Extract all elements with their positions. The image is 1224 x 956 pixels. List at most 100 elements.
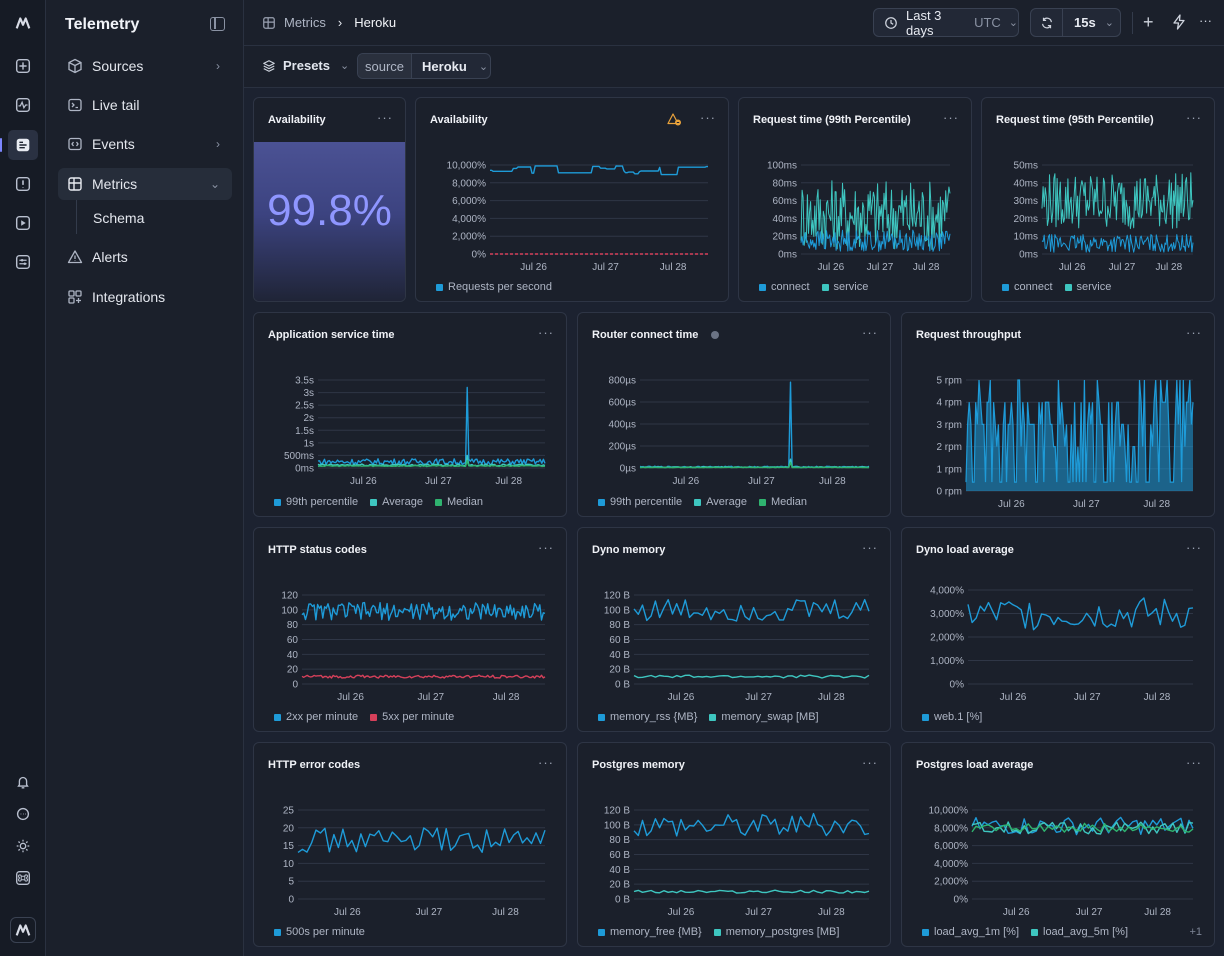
sidebar-item-alerts[interactable]: Alerts (58, 241, 232, 273)
legend-item[interactable]: memory_postgres [MB] (713, 926, 839, 938)
lightning-icon[interactable] (1172, 14, 1186, 30)
y-tick-label: 0 (292, 680, 298, 691)
sun-icon[interactable] (12, 835, 34, 857)
panel-menu-icon[interactable]: ··· (862, 755, 878, 770)
logo-icon[interactable] (12, 12, 34, 34)
legend-item[interactable]: Average (370, 496, 423, 508)
panel-menu-icon[interactable]: ··· (1186, 325, 1202, 340)
source-filter[interactable]: source Heroku ⌄ (357, 53, 491, 79)
legend-label: service (833, 281, 869, 293)
legend-swatch (598, 498, 605, 506)
series-line (297, 827, 546, 853)
refresh-control[interactable]: 15s ⌄ (1030, 8, 1121, 37)
x-tick-label: Jul 27 (416, 907, 443, 918)
activity-icon[interactable] (12, 94, 34, 116)
grid-icon (58, 176, 92, 192)
sidebar-item-live-tail[interactable]: Live tail (58, 89, 232, 121)
series-line (317, 386, 546, 466)
more-icon[interactable]: ··· (1199, 13, 1212, 28)
sidebar-item-schema[interactable]: Schema (84, 202, 232, 234)
legend-item[interactable]: connect (1002, 281, 1053, 293)
panel-menu-icon[interactable]: ··· (1186, 110, 1202, 125)
chart-p1: 0% 2,000% 4,000% 6,000% 8,000% 10,000% Jul 26 J… (447, 161, 708, 273)
bell-icon[interactable] (12, 771, 34, 793)
legend-item[interactable]: Average (694, 496, 747, 508)
legend-item[interactable]: connect (759, 281, 810, 293)
panel-menu-icon[interactable]: ··· (943, 110, 959, 125)
panel-menu-icon[interactable]: ··· (1186, 755, 1202, 770)
x-tick-label: Jul 28 (660, 262, 687, 273)
panel-menu-icon[interactable]: ··· (377, 110, 393, 125)
legend-item[interactable]: load_avg_5m [%] (1031, 926, 1128, 938)
sidebar-item-metrics[interactable]: Metrics ⌄ (58, 168, 232, 200)
y-tick-label: 0 (288, 895, 294, 906)
y-tick-label: 50ms (1014, 161, 1038, 172)
legend-more[interactable]: +1 (1189, 926, 1202, 938)
panel-p1: Availability ··· 0% 2,000% 4,000% 6,000% 8,000… (415, 97, 729, 302)
y-tick-label: 6,000% (452, 196, 486, 207)
breadcrumb-metrics[interactable]: Metrics (284, 15, 326, 30)
legend-item[interactable]: load_avg_1m [%] (922, 926, 1019, 938)
add-icon[interactable]: + (1143, 12, 1154, 32)
x-tick-label: Jul 26 (668, 907, 695, 918)
y-tick-label: 0 rpm (936, 487, 962, 498)
refresh-icon[interactable] (1031, 9, 1063, 36)
series-line (967, 597, 1194, 631)
legend-item[interactable]: 500s per minute (274, 926, 365, 938)
y-tick-label: 3 rpm (936, 420, 962, 431)
new-icon[interactable] (12, 55, 34, 77)
legend-item[interactable]: Median (434, 496, 483, 508)
collapse-sidebar-icon[interactable] (210, 17, 225, 31)
command-icon[interactable] (12, 867, 34, 889)
sidebar-item-sources[interactable]: Sources › (58, 50, 232, 82)
play-icon[interactable] (12, 212, 34, 234)
legend-label: Median (770, 496, 808, 508)
legend-item[interactable]: web.1 [%] (922, 711, 982, 723)
chart-p3: 0ms 10ms 20ms 30ms 40ms 50ms Jul 26 Jul 27 Jul 2… (1014, 161, 1194, 273)
logs-icon[interactable] (0, 130, 38, 160)
time-range-picker[interactable]: Last 3 days UTC ⌄ (873, 8, 1019, 38)
legend-label: web.1 [%] (934, 711, 983, 723)
panel-p6: Request throughput ··· 0 rpm 1 rpm 2 rpm 3 rp… (901, 312, 1215, 517)
legend-item[interactable]: 99th percentile (598, 496, 682, 508)
y-tick-label: 2 rpm (936, 442, 962, 453)
panel-menu-icon[interactable]: ··· (538, 325, 554, 340)
panel-menu-icon[interactable]: ··· (862, 325, 878, 340)
y-tick-label: 0ms (1019, 250, 1038, 261)
presets-dropdown[interactable]: Presets ⌄ (262, 58, 349, 73)
legend-swatch (436, 283, 443, 291)
y-tick-label: 20 (283, 823, 295, 834)
legend-item[interactable]: 5xx per minute (370, 711, 454, 723)
sidebar-item-events[interactable]: Events › (58, 128, 232, 160)
panel-menu-icon[interactable]: ··· (700, 110, 716, 125)
legend-item[interactable]: Median (758, 496, 808, 508)
icon-rail (0, 0, 46, 956)
panel-menu-icon[interactable]: ··· (862, 540, 878, 555)
legend-item[interactable]: memory_swap [MB] (709, 711, 819, 723)
x-tick-label: Jul 26 (1003, 907, 1030, 918)
series-line (301, 601, 546, 621)
refresh-interval[interactable]: 15s (1074, 15, 1096, 30)
legend-item[interactable]: 2xx per minute (274, 711, 358, 723)
chart-p4: 0ms 500ms 1s1.5s 2s2.5s 3s3.5s Jul 26 Jul 27 Ju… (284, 376, 546, 487)
clock-icon (884, 16, 898, 30)
legend-item[interactable]: memory_rss {MB} (598, 711, 697, 723)
chat-icon[interactable] (12, 803, 34, 825)
legend-item[interactable]: service (821, 281, 869, 293)
terminal-icon (58, 97, 92, 113)
panel-menu-icon[interactable]: ··· (538, 540, 554, 555)
x-tick-label: Jul 27 (1074, 692, 1101, 703)
sidebar-item-integrations[interactable]: Integrations (58, 281, 232, 313)
legend-item[interactable]: 99th percentile (274, 496, 358, 508)
avatar-icon[interactable] (10, 917, 36, 943)
legend-item[interactable]: Requests per second (436, 281, 552, 293)
settings-sliders-icon[interactable] (12, 251, 34, 273)
info-icon[interactable] (711, 331, 719, 339)
legend-item[interactable]: service (1064, 281, 1111, 293)
warning-badge-icon[interactable] (667, 113, 682, 126)
panel-menu-icon[interactable]: ··· (1186, 540, 1202, 555)
divider (1132, 12, 1133, 34)
legend-item[interactable]: memory_free {MB} (598, 926, 702, 938)
alert-square-icon[interactable] (12, 173, 34, 195)
panel-menu-icon[interactable]: ··· (538, 755, 554, 770)
